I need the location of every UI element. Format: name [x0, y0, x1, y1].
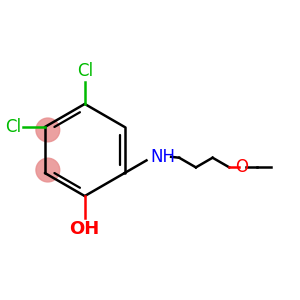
Text: O: O — [235, 158, 248, 176]
Text: NH: NH — [150, 148, 175, 166]
Text: Cl: Cl — [77, 62, 93, 80]
Text: OH: OH — [70, 220, 100, 238]
Circle shape — [36, 118, 60, 142]
Circle shape — [36, 158, 60, 182]
Text: Cl: Cl — [5, 118, 21, 136]
